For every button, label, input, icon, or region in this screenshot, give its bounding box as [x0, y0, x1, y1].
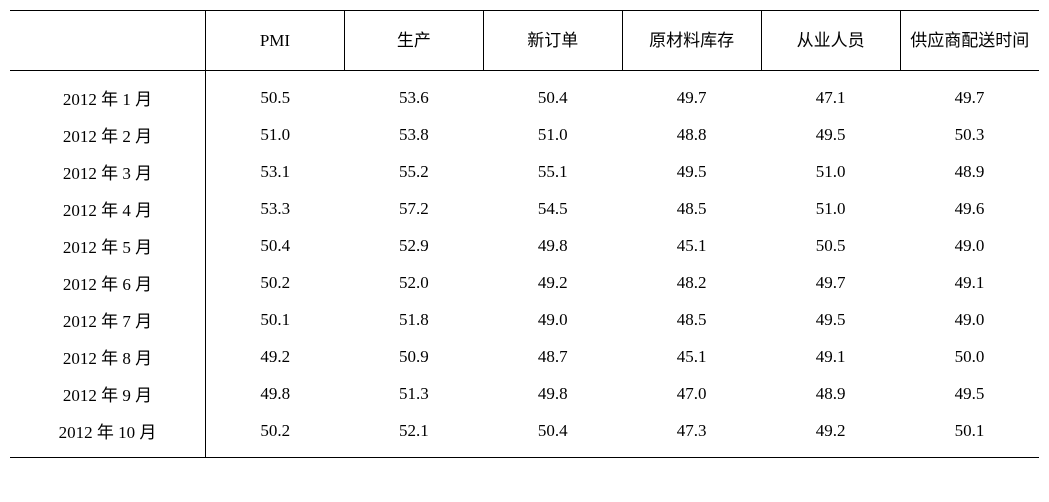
date-cell: 2012 年 2 月: [10, 116, 206, 153]
data-cell: 51.0: [206, 116, 345, 153]
data-cell: 50.2: [206, 264, 345, 301]
data-cell: 47.3: [622, 412, 761, 458]
table-row: 2012 年 7 月50.151.849.048.549.549.0: [10, 301, 1039, 338]
data-cell: 48.2: [622, 264, 761, 301]
data-cell: 52.9: [344, 227, 483, 264]
date-cell: 2012 年 5 月: [10, 227, 206, 264]
data-cell: 50.4: [483, 412, 622, 458]
data-cell: 50.9: [344, 338, 483, 375]
date-cell: 2012 年 7 月: [10, 301, 206, 338]
data-cell: 49.2: [206, 338, 345, 375]
table-row: 2012 年 4 月53.357.254.548.551.049.6: [10, 190, 1039, 227]
date-cell: 2012 年 3 月: [10, 153, 206, 190]
data-cell: 49.5: [761, 116, 900, 153]
data-cell: 47.0: [622, 375, 761, 412]
data-cell: 50.5: [761, 227, 900, 264]
data-cell: 55.2: [344, 153, 483, 190]
column-header-employees: 从业人员: [761, 11, 900, 71]
table-header: PMI 生产 新订单 原材料库存 从业人员 供应商配送时间: [10, 11, 1039, 71]
data-cell: 49.7: [761, 264, 900, 301]
data-cell: 50.4: [483, 71, 622, 117]
data-cell: 51.0: [483, 116, 622, 153]
data-cell: 49.8: [483, 375, 622, 412]
data-cell: 49.1: [900, 264, 1039, 301]
table-row: 2012 年 5 月50.452.949.845.150.549.0: [10, 227, 1039, 264]
data-cell: 49.0: [900, 301, 1039, 338]
data-cell: 45.1: [622, 227, 761, 264]
data-cell: 48.5: [622, 301, 761, 338]
data-cell: 50.2: [206, 412, 345, 458]
data-cell: 49.6: [900, 190, 1039, 227]
data-cell: 49.0: [900, 227, 1039, 264]
date-cell: 2012 年 10 月: [10, 412, 206, 458]
data-cell: 48.5: [622, 190, 761, 227]
data-cell: 49.0: [483, 301, 622, 338]
data-cell: 49.1: [761, 338, 900, 375]
data-cell: 49.5: [900, 375, 1039, 412]
data-cell: 54.5: [483, 190, 622, 227]
date-cell: 2012 年 8 月: [10, 338, 206, 375]
data-cell: 49.8: [206, 375, 345, 412]
column-header-new-orders: 新订单: [483, 11, 622, 71]
data-cell: 49.5: [761, 301, 900, 338]
data-cell: 48.9: [900, 153, 1039, 190]
data-cell: 53.3: [206, 190, 345, 227]
table-row: 2012 年 1 月50.553.650.449.747.149.7: [10, 71, 1039, 117]
data-cell: 50.1: [900, 412, 1039, 458]
data-cell: 51.0: [761, 153, 900, 190]
table-row: 2012 年 10 月50.252.150.447.349.250.1: [10, 412, 1039, 458]
table-row: 2012 年 3 月53.155.255.149.551.048.9: [10, 153, 1039, 190]
data-cell: 48.7: [483, 338, 622, 375]
table-row: 2012 年 2 月51.053.851.048.849.550.3: [10, 116, 1039, 153]
data-cell: 53.1: [206, 153, 345, 190]
data-cell: 49.8: [483, 227, 622, 264]
date-cell: 2012 年 6 月: [10, 264, 206, 301]
data-cell: 50.1: [206, 301, 345, 338]
table-row: 2012 年 9 月49.851.349.847.048.949.5: [10, 375, 1039, 412]
data-cell: 51.0: [761, 190, 900, 227]
table-row: 2012 年 6 月50.252.049.248.249.749.1: [10, 264, 1039, 301]
table-row: 2012 年 8 月49.250.948.745.149.150.0: [10, 338, 1039, 375]
data-cell: 51.3: [344, 375, 483, 412]
data-cell: 55.1: [483, 153, 622, 190]
date-cell: 2012 年 1 月: [10, 71, 206, 117]
data-cell: 50.4: [206, 227, 345, 264]
data-cell: 48.9: [761, 375, 900, 412]
pmi-data-table: PMI 生产 新订单 原材料库存 从业人员 供应商配送时间 2012 年 1 月…: [10, 10, 1039, 458]
column-header-pmi: PMI: [206, 11, 345, 71]
data-cell: 50.3: [900, 116, 1039, 153]
data-cell: 49.7: [622, 71, 761, 117]
column-header-date: [10, 11, 206, 71]
data-cell: 50.5: [206, 71, 345, 117]
data-cell: 52.1: [344, 412, 483, 458]
date-cell: 2012 年 9 月: [10, 375, 206, 412]
data-cell: 45.1: [622, 338, 761, 375]
data-cell: 49.7: [900, 71, 1039, 117]
data-cell: 53.8: [344, 116, 483, 153]
date-cell: 2012 年 4 月: [10, 190, 206, 227]
column-header-raw-materials: 原材料库存: [622, 11, 761, 71]
data-cell: 50.0: [900, 338, 1039, 375]
data-cell: 48.8: [622, 116, 761, 153]
data-cell: 51.8: [344, 301, 483, 338]
data-cell: 49.2: [761, 412, 900, 458]
data-cell: 53.6: [344, 71, 483, 117]
data-cell: 49.2: [483, 264, 622, 301]
table-body: 2012 年 1 月50.553.650.449.747.149.72012 年…: [10, 71, 1039, 458]
column-header-supplier-delivery: 供应商配送时间: [900, 11, 1039, 71]
data-cell: 57.2: [344, 190, 483, 227]
data-cell: 52.0: [344, 264, 483, 301]
data-cell: 47.1: [761, 71, 900, 117]
data-cell: 49.5: [622, 153, 761, 190]
column-header-production: 生产: [344, 11, 483, 71]
